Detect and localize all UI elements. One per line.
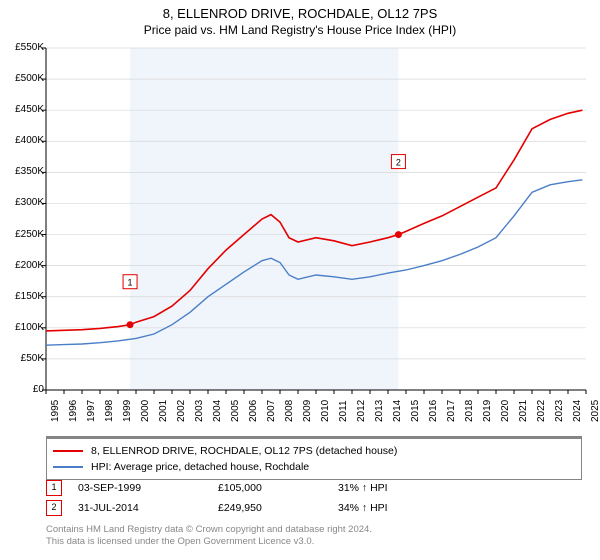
transaction-price: £249,950 — [218, 502, 338, 514]
legend-swatch — [53, 466, 83, 468]
x-tick-label: 2022 — [536, 400, 547, 422]
x-tick-label: 2001 — [158, 400, 169, 422]
chart-plot-area: 12 — [46, 48, 586, 390]
x-tick-label: 2023 — [554, 400, 565, 422]
x-tick-label: 2002 — [176, 400, 187, 422]
y-tick-label: £0 — [4, 384, 44, 395]
transactions-table: 103-SEP-1999£105,00031% ↑ HPI231-JUL-201… — [46, 478, 582, 518]
svg-text:1: 1 — [128, 278, 133, 288]
x-tick-label: 1998 — [104, 400, 115, 422]
legend-row: 8, ELLENROD DRIVE, ROCHDALE, OL12 7PS (d… — [53, 443, 575, 459]
transaction-date: 31-JUL-2014 — [62, 502, 218, 514]
x-tick-label: 2007 — [266, 400, 277, 422]
transaction-marker: 2 — [46, 500, 62, 516]
x-tick-label: 2003 — [194, 400, 205, 422]
transaction-price: £105,000 — [218, 482, 338, 494]
legend-row: HPI: Average price, detached house, Roch… — [53, 459, 575, 475]
x-tick-label: 2020 — [500, 400, 511, 422]
chart-title-address: 8, ELLENROD DRIVE, ROCHDALE, OL12 7PS — [0, 6, 600, 21]
x-tick-label: 1995 — [50, 400, 61, 422]
legend-box: 8, ELLENROD DRIVE, ROCHDALE, OL12 7PS (d… — [46, 436, 582, 480]
x-tick-label: 2000 — [140, 400, 151, 422]
line-chart-svg: 12 — [46, 48, 586, 390]
transaction-row: 231-JUL-2014£249,95034% ↑ HPI — [46, 498, 582, 518]
x-tick-label: 1999 — [122, 400, 133, 422]
y-tick-label: £550K — [4, 42, 44, 53]
x-tick-label: 2021 — [518, 400, 529, 422]
y-tick-label: £500K — [4, 73, 44, 84]
x-tick-label: 2011 — [338, 400, 349, 422]
x-tick-label: 2017 — [446, 400, 457, 422]
footer-attribution: Contains HM Land Registry data © Crown c… — [46, 524, 372, 549]
x-tick-label: 2005 — [230, 400, 241, 422]
x-tick-label: 1997 — [86, 400, 97, 422]
y-tick-label: £100K — [4, 322, 44, 333]
legend-label: HPI: Average price, detached house, Roch… — [91, 461, 309, 473]
x-tick-label: 2025 — [590, 400, 600, 422]
x-axis-labels: 1995 1996 1997 1998 1999 2000 2001 2002 2003 2004… — [46, 392, 586, 432]
y-tick-label: £200K — [4, 260, 44, 271]
x-tick-label: 2016 — [428, 400, 439, 422]
transaction-pct: 34% ↑ HPI — [338, 502, 458, 514]
x-tick-label: 2024 — [572, 400, 583, 422]
y-tick-label: £300K — [4, 197, 44, 208]
x-tick-label: 2010 — [320, 400, 331, 422]
svg-text:2: 2 — [396, 158, 401, 168]
y-tick-label: £150K — [4, 291, 44, 302]
y-tick-label: £400K — [4, 135, 44, 146]
footer-line2: This data is licensed under the Open Gov… — [46, 536, 372, 548]
legend-swatch — [53, 450, 83, 452]
legend-label: 8, ELLENROD DRIVE, ROCHDALE, OL12 7PS (d… — [91, 445, 397, 457]
x-tick-label: 2012 — [356, 400, 367, 422]
y-tick-label: £250K — [4, 229, 44, 240]
y-tick-label: £350K — [4, 166, 44, 177]
x-tick-label: 2018 — [464, 400, 475, 422]
x-tick-label: 2006 — [248, 400, 259, 422]
chart-title-sub: Price paid vs. HM Land Registry's House … — [0, 23, 600, 37]
y-tick-label: £50K — [4, 353, 44, 364]
y-tick-label: £450K — [4, 104, 44, 115]
x-tick-label: 2014 — [392, 400, 403, 422]
transaction-marker: 1 — [46, 480, 62, 496]
x-tick-label: 2004 — [212, 400, 223, 422]
x-tick-label: 2008 — [284, 400, 295, 422]
x-tick-label: 2009 — [302, 400, 313, 422]
x-tick-label: 2015 — [410, 400, 421, 422]
transaction-row: 103-SEP-1999£105,00031% ↑ HPI — [46, 478, 582, 498]
transaction-date: 03-SEP-1999 — [62, 482, 218, 494]
x-tick-label: 1996 — [68, 400, 79, 422]
transaction-pct: 31% ↑ HPI — [338, 482, 458, 494]
x-tick-label: 2013 — [374, 400, 385, 422]
footer-line1: Contains HM Land Registry data © Crown c… — [46, 524, 372, 536]
x-tick-label: 2019 — [482, 400, 493, 422]
